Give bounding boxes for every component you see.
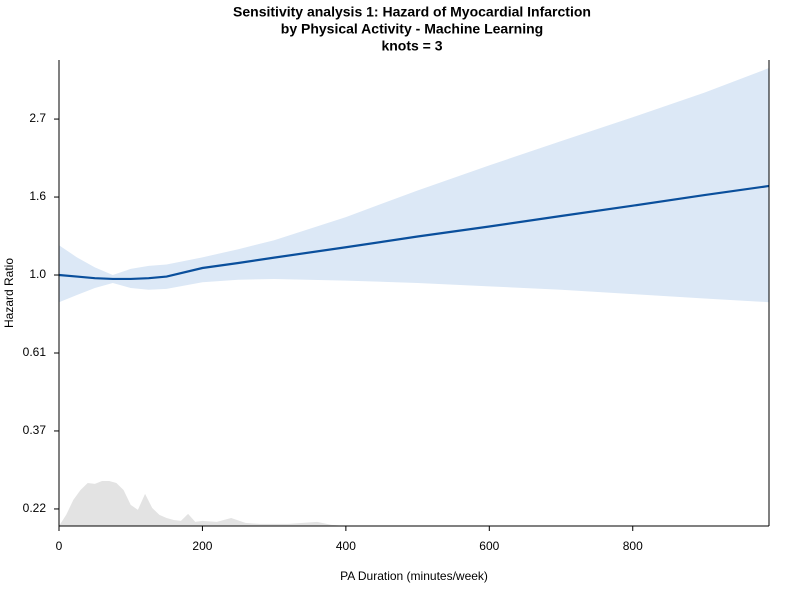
y-tick-label: 0.22 xyxy=(23,501,47,515)
density-area xyxy=(59,480,346,526)
x-axis-label: PA Duration (minutes/week) xyxy=(340,569,488,583)
chart-title: Sensitivity analysis 1: Hazard of Myocar… xyxy=(233,4,591,20)
annotation: knots = 3 xyxy=(381,38,442,54)
y-tick-label: 1.0 xyxy=(29,267,46,281)
hazard-line xyxy=(58,184,770,281)
y-axis-label: Hazard Ratio xyxy=(2,258,16,328)
y-tick-label: 2.7 xyxy=(29,111,46,125)
chart-subtitle: by Physical Activity - Machine Learning xyxy=(281,21,543,37)
y-tick-label: 0.37 xyxy=(23,423,47,437)
y-tick-label: 1.6 xyxy=(29,189,46,203)
y-tick-label: 0.61 xyxy=(23,345,47,359)
x-tick-label: 400 xyxy=(336,539,356,553)
x-tick-label: 800 xyxy=(623,539,643,553)
confidence-band xyxy=(59,68,769,303)
x-tick-label: 200 xyxy=(192,539,212,553)
x-tick-label: 0 xyxy=(56,539,63,553)
x-tick-label: 600 xyxy=(479,539,499,553)
